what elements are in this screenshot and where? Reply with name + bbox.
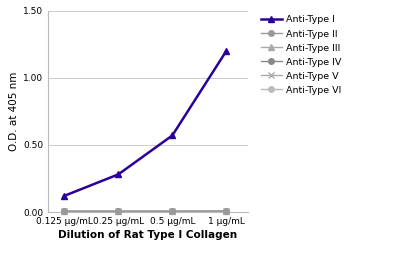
Anti-Type III xyxy=(224,209,229,213)
Line: Anti-Type I: Anti-Type I xyxy=(61,47,230,199)
Anti-Type II xyxy=(116,210,121,213)
Legend: Anti-Type I, Anti-Type II, Anti-Type III, Anti-Type IV, Anti-Type V, Anti-Type V: Anti-Type I, Anti-Type II, Anti-Type III… xyxy=(261,15,342,95)
Anti-Type IV xyxy=(62,210,67,213)
X-axis label: Dilution of Rat Type I Collagen: Dilution of Rat Type I Collagen xyxy=(58,230,238,240)
Anti-Type III xyxy=(170,210,175,213)
Anti-Type I xyxy=(62,194,67,197)
Anti-Type II xyxy=(170,210,175,213)
Anti-Type I xyxy=(170,134,175,137)
Anti-Type IV xyxy=(116,210,121,213)
Anti-Type V xyxy=(224,209,229,213)
Anti-Type VI xyxy=(116,210,121,213)
Anti-Type I xyxy=(116,173,121,176)
Anti-Type II xyxy=(62,210,67,213)
Anti-Type VI xyxy=(170,210,175,213)
Anti-Type V xyxy=(170,210,175,213)
Anti-Type VI xyxy=(62,210,67,213)
Anti-Type VI xyxy=(224,209,229,213)
Anti-Type V xyxy=(62,210,67,213)
Anti-Type V xyxy=(116,210,121,213)
Line: Anti-Type II: Anti-Type II xyxy=(62,208,229,214)
Anti-Type III xyxy=(62,210,67,213)
Line: Anti-Type VI: Anti-Type VI xyxy=(62,208,229,214)
Line: Anti-Type IV: Anti-Type IV xyxy=(62,208,229,214)
Anti-Type IV xyxy=(170,210,175,213)
Anti-Type I xyxy=(224,49,229,52)
Line: Anti-Type III: Anti-Type III xyxy=(62,208,229,214)
Anti-Type II xyxy=(224,209,229,213)
Line: Anti-Type V: Anti-Type V xyxy=(61,207,230,215)
Y-axis label: O.D. at 405 nm: O.D. at 405 nm xyxy=(9,72,19,151)
Anti-Type IV xyxy=(224,209,229,213)
Anti-Type III xyxy=(116,210,121,213)
